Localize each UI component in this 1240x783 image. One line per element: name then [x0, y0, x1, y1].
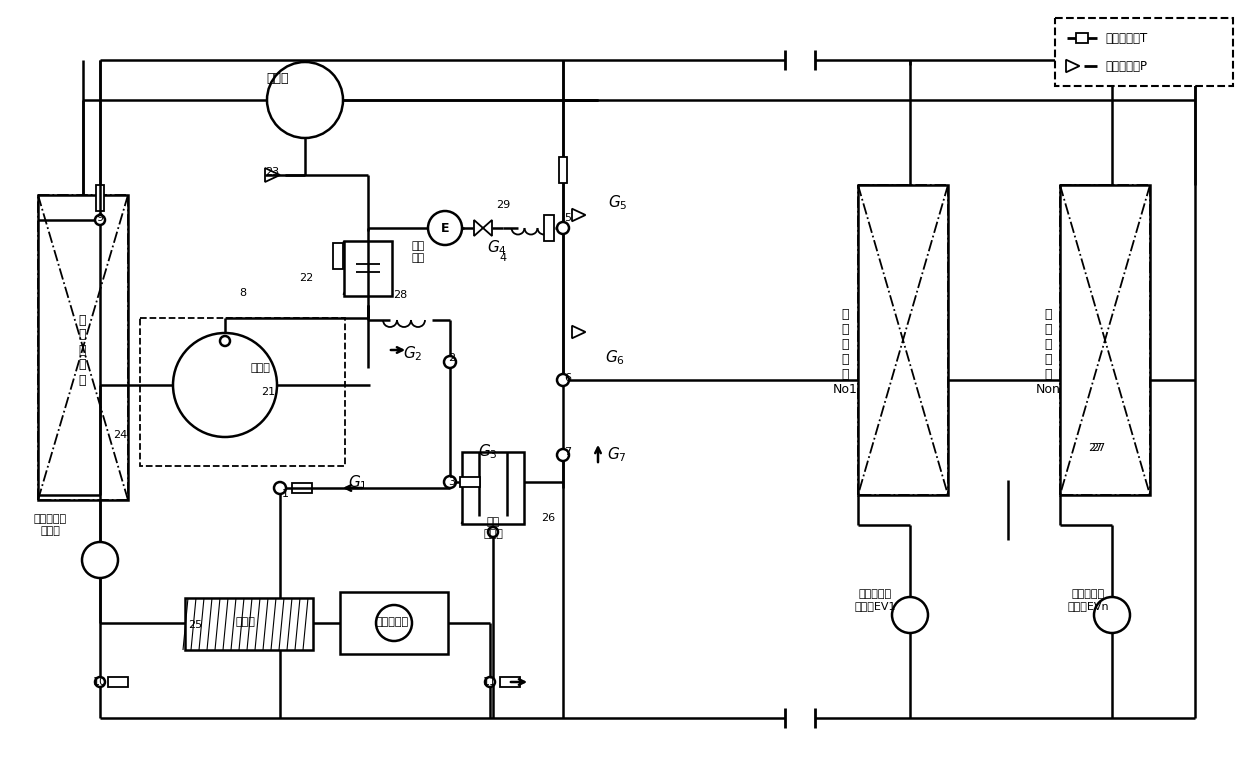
Text: 7: 7 — [564, 447, 572, 457]
Bar — [544, 215, 554, 241]
Text: 再冷器: 再冷器 — [236, 617, 255, 627]
Text: 27: 27 — [1087, 443, 1102, 453]
Circle shape — [82, 542, 118, 578]
Bar — [559, 157, 567, 183]
Text: $G_4$: $G_4$ — [487, 239, 507, 258]
Text: 9: 9 — [97, 213, 104, 223]
Bar — [460, 477, 480, 487]
Text: 23: 23 — [265, 167, 279, 177]
Text: 室
内
换
热
器
No1: 室 内 换 热 器 No1 — [832, 308, 857, 396]
Bar — [185, 598, 312, 650]
Text: 10: 10 — [93, 677, 107, 687]
Text: 室内机电子
膨胀阀EV1: 室内机电子 膨胀阀EV1 — [854, 589, 895, 611]
Text: 3: 3 — [449, 477, 455, 487]
Circle shape — [557, 449, 569, 461]
Circle shape — [95, 215, 105, 225]
Text: $G_6$: $G_6$ — [605, 348, 625, 367]
Bar — [343, 241, 392, 296]
Text: 2: 2 — [449, 353, 455, 363]
Text: 四通阀: 四通阀 — [267, 71, 289, 85]
Circle shape — [489, 527, 498, 537]
Text: 室内机电子
膨胀阀EVn: 室内机电子 膨胀阀EVn — [1068, 589, 1109, 611]
Text: 1: 1 — [281, 489, 289, 499]
Circle shape — [557, 374, 569, 386]
Text: 28: 28 — [393, 290, 407, 300]
Text: 4: 4 — [500, 253, 507, 263]
Text: 24: 24 — [113, 430, 128, 440]
Circle shape — [274, 482, 286, 494]
Text: 26: 26 — [541, 513, 556, 523]
Text: 5: 5 — [564, 213, 572, 223]
Text: 11: 11 — [484, 677, 497, 687]
Text: 电子膨胀阀: 电子膨胀阀 — [376, 617, 408, 627]
Circle shape — [219, 336, 229, 346]
Text: 6: 6 — [564, 373, 572, 383]
Bar — [140, 318, 345, 466]
Text: $G_1$: $G_1$ — [348, 474, 368, 493]
Text: E: E — [440, 222, 449, 234]
Bar — [340, 592, 448, 654]
Bar — [38, 195, 128, 500]
Circle shape — [557, 222, 569, 234]
Bar — [858, 185, 949, 495]
Bar — [1055, 18, 1233, 86]
Circle shape — [485, 677, 495, 687]
Text: $G_2$: $G_2$ — [403, 345, 423, 363]
Text: 压力传感器P: 压力传感器P — [1105, 60, 1147, 73]
Circle shape — [444, 356, 456, 368]
Circle shape — [1094, 597, 1130, 633]
Bar — [108, 677, 128, 687]
Bar — [334, 243, 343, 269]
Circle shape — [892, 597, 928, 633]
Text: 室外机电子
膨胀阀: 室外机电子 膨胀阀 — [33, 514, 67, 536]
Circle shape — [444, 476, 456, 488]
Text: $G_7$: $G_7$ — [608, 446, 627, 464]
Bar — [500, 677, 520, 687]
Text: 8: 8 — [239, 288, 247, 298]
Text: 室
外
换
热
器: 室 外 换 热 器 — [78, 313, 86, 387]
Text: 21: 21 — [260, 387, 275, 397]
Circle shape — [376, 605, 412, 641]
Bar — [463, 452, 525, 524]
Circle shape — [267, 62, 343, 138]
Bar — [1076, 33, 1087, 43]
Text: 温度传感器T: 温度传感器T — [1105, 31, 1147, 45]
Text: 压缩机: 压缩机 — [250, 363, 270, 373]
Circle shape — [428, 211, 463, 245]
Text: 油分
离器: 油分 离器 — [412, 241, 424, 263]
Text: 室
内
换
热
器
Non: 室 内 换 热 器 Non — [1035, 308, 1060, 396]
Text: $G_3$: $G_3$ — [479, 442, 497, 461]
Text: 气液
分离器: 气液 分离器 — [484, 518, 503, 539]
Bar — [1060, 185, 1149, 495]
Bar — [95, 185, 104, 211]
Text: 25: 25 — [188, 620, 202, 630]
Text: 29: 29 — [496, 200, 510, 210]
Text: $G_5$: $G_5$ — [608, 193, 627, 212]
Text: 27: 27 — [1091, 443, 1105, 453]
Text: 22: 22 — [299, 273, 314, 283]
Circle shape — [174, 333, 277, 437]
Bar — [291, 483, 312, 493]
Circle shape — [95, 677, 105, 687]
